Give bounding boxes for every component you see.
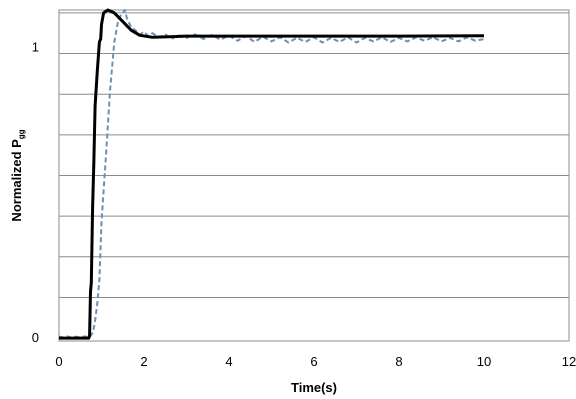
x-tick-label: 10 (477, 354, 491, 369)
x-tick-labels: 0 2 4 6 8 10 12 (55, 354, 576, 369)
x-tick-label: 0 (55, 354, 62, 369)
x-axis-title: Time(s) (291, 380, 337, 395)
x-tick-label: 8 (395, 354, 402, 369)
plot-area-frame (58, 9, 570, 342)
series-line-0 (59, 8, 485, 340)
x-tick-label: 12 (562, 354, 576, 369)
y-tick-labels: 01 (32, 40, 39, 345)
gridlines (59, 12, 569, 298)
y-axis-title-main: Normalized P (9, 139, 24, 222)
x-tick-label: 4 (225, 354, 232, 369)
y-tick-label: 0 (32, 330, 39, 345)
series-line-1 (58, 9, 485, 339)
series-layer (58, 8, 485, 340)
x-tick-label: 6 (310, 354, 317, 369)
x-tick-label: 2 (140, 354, 147, 369)
y-tick-label: 1 (32, 40, 39, 55)
y-axis-title: Normalized Pgg (9, 129, 26, 221)
y-axis-title-subscript: gg (17, 129, 26, 139)
